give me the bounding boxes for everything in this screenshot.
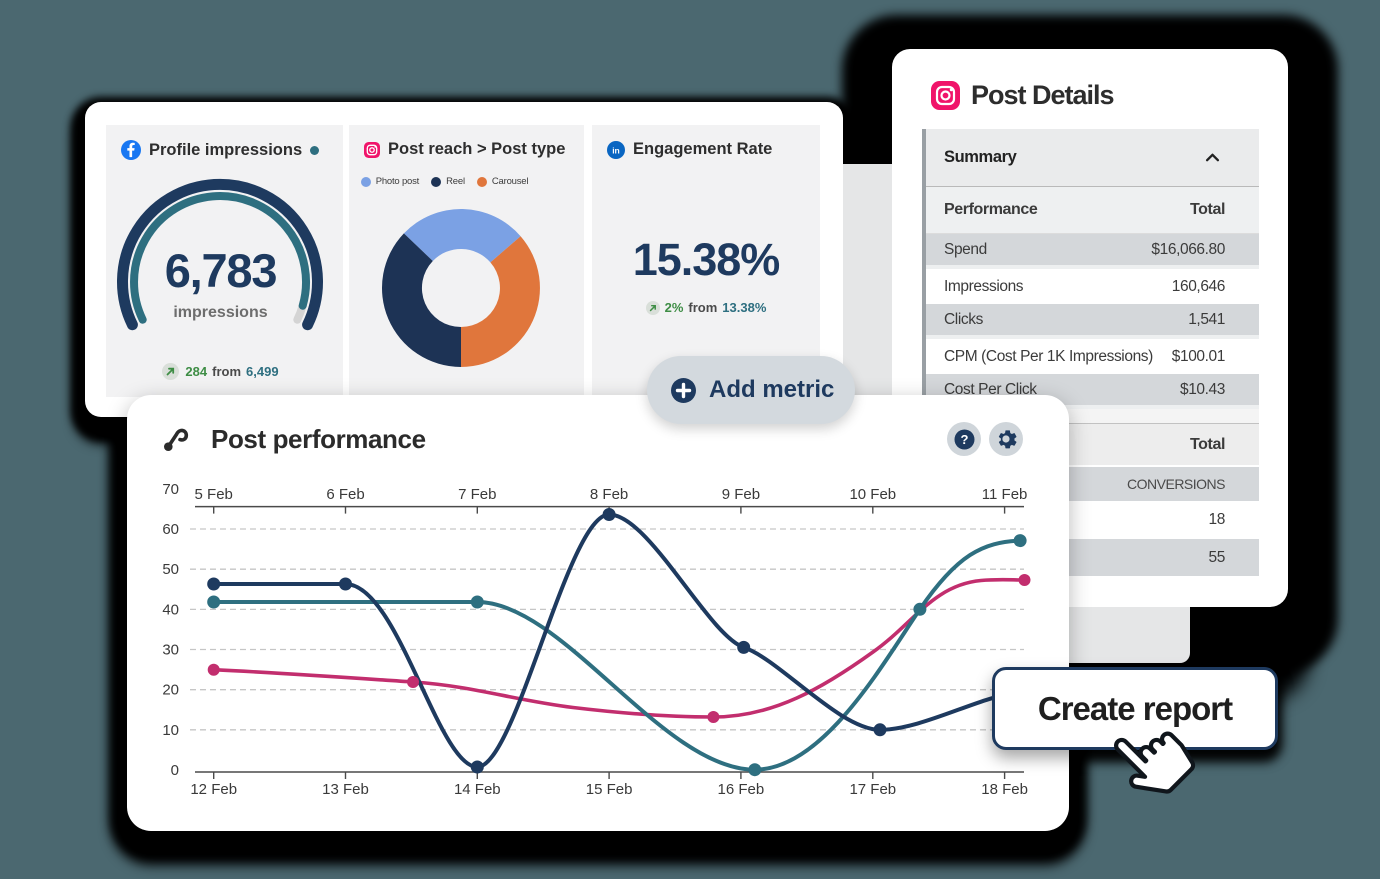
svg-text:in: in: [612, 145, 620, 155]
svg-text:7 Feb: 7 Feb: [458, 486, 496, 503]
svg-text:14 Feb: 14 Feb: [454, 781, 501, 798]
svg-text:5 Feb: 5 Feb: [195, 486, 233, 503]
svg-text:9 Feb: 9 Feb: [722, 486, 760, 503]
svg-text:10: 10: [162, 722, 179, 739]
svg-text:15 Feb: 15 Feb: [586, 781, 633, 798]
svg-text:70: 70: [162, 481, 179, 498]
svg-text:11 Feb: 11 Feb: [982, 486, 1028, 503]
svg-text:12 Feb: 12 Feb: [190, 781, 237, 798]
svg-text:10 Feb: 10 Feb: [849, 486, 896, 503]
svg-text:8 Feb: 8 Feb: [590, 486, 628, 503]
svg-text:6 Feb: 6 Feb: [326, 486, 364, 503]
svg-text:30: 30: [162, 642, 179, 659]
svg-text:16 Feb: 16 Feb: [718, 781, 765, 798]
svg-text:18 Feb: 18 Feb: [981, 781, 1028, 798]
svg-text:60: 60: [162, 521, 179, 538]
svg-text:?: ?: [960, 432, 968, 447]
svg-text:0: 0: [171, 762, 179, 779]
svg-text:17 Feb: 17 Feb: [849, 781, 896, 798]
svg-text:40: 40: [162, 601, 179, 618]
svg-text:50: 50: [162, 561, 179, 578]
svg-text:20: 20: [162, 682, 179, 699]
svg-text:13 Feb: 13 Feb: [322, 781, 369, 798]
